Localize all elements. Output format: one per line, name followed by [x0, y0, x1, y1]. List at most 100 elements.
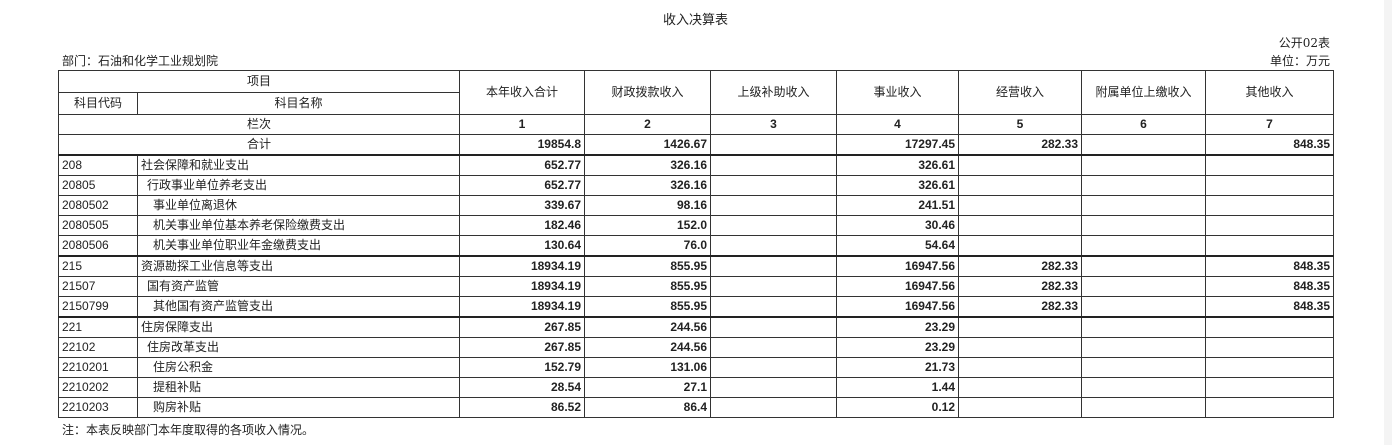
cell-value [710, 296, 838, 318]
cell-value [1081, 276, 1207, 297]
cell-value [1205, 397, 1335, 418]
table-row: 215 资源勘探工业信息等支出 18934.19 855.95 16947.56 282.… [58, 255, 1335, 277]
cell-value [1205, 377, 1335, 398]
cell-value: 1.44 [836, 377, 960, 398]
column-number: 5 [958, 114, 1083, 135]
cell-value: 18934.19 [459, 276, 586, 297]
total-value: 19854.8 [459, 134, 586, 156]
subject-name: 社会保障和就业支出 [136, 154, 461, 176]
column-index-label: 栏次 [57, 114, 461, 135]
total-value: 1426.67 [584, 134, 712, 156]
table-row: 22102 住房改革支出 267.85 244.56 23.29 [58, 337, 1335, 358]
cell-value [1081, 377, 1207, 398]
subject-code: 2210201 [58, 357, 138, 378]
cell-value: 130.64 [459, 235, 586, 257]
column-header: 本年收入合计 [459, 70, 586, 115]
cell-value [958, 215, 1083, 236]
cell-value: 27.1 [584, 377, 712, 398]
cell-value [1081, 316, 1207, 338]
cell-value: 18934.19 [459, 296, 586, 318]
subject-name: 其他国有资产监管支出 [136, 296, 461, 318]
cell-value [1205, 316, 1335, 338]
subject-name: 行政事业单位养老支出 [136, 175, 461, 196]
cell-value: 98.16 [584, 195, 712, 216]
subject-code: 221 [58, 316, 138, 338]
column-number: 1 [459, 114, 586, 135]
cell-value [1081, 296, 1207, 318]
column-number: 7 [1205, 114, 1335, 135]
table-row: 221 住房保障支出 267.85 244.56 23.29 [58, 316, 1335, 338]
cell-value: 86.52 [459, 397, 586, 418]
cell-value: 54.64 [836, 235, 960, 257]
cell-value [958, 154, 1083, 176]
cell-value [1081, 175, 1207, 196]
cell-value: 244.56 [584, 337, 712, 358]
cell-value [1081, 255, 1207, 277]
cell-value [710, 316, 838, 338]
subject-name: 资源勘探工业信息等支出 [136, 255, 461, 277]
cell-value: 267.85 [459, 316, 586, 338]
cell-value [710, 337, 838, 358]
table-row: 2080505 机关事业单位基本养老保险缴费支出 182.46 152.0 30.46 [58, 215, 1335, 236]
subject-code: 22102 [58, 337, 138, 358]
cell-value [710, 175, 838, 196]
cell-value [710, 154, 838, 176]
subject-name-header: 科目名称 [136, 92, 461, 115]
subject-name: 机关事业单位职业年金缴费支出 [136, 235, 461, 257]
subject-name: 提租补贴 [136, 377, 461, 398]
subject-code: 2210203 [58, 397, 138, 418]
cell-value: 848.35 [1205, 276, 1335, 297]
subject-code: 2210202 [58, 377, 138, 398]
total-value [710, 134, 838, 156]
subject-name: 住房公积金 [136, 357, 461, 378]
cell-value: 23.29 [836, 337, 960, 358]
table-row: 2080506 机关事业单位职业年金缴费支出 130.64 76.0 54.64 [58, 235, 1335, 257]
cell-value [710, 195, 838, 216]
subject-name: 机关事业单位基本养老保险缴费支出 [136, 215, 461, 236]
table-row: 208 社会保障和就业支出 652.77 326.16 326.61 [58, 154, 1335, 176]
cell-value: 855.95 [584, 276, 712, 297]
cell-value [958, 195, 1083, 216]
cell-value: 16947.56 [836, 296, 960, 318]
cell-value: 652.77 [459, 154, 586, 176]
cell-value [958, 377, 1083, 398]
column-header: 附属单位上缴收入 [1081, 70, 1207, 115]
cell-value [1081, 215, 1207, 236]
subject-code: 20805 [58, 175, 138, 196]
cell-value [1081, 397, 1207, 418]
total-value [1081, 134, 1207, 156]
cell-value [1081, 337, 1207, 358]
subject-code: 2080505 [58, 215, 138, 236]
cell-value: 339.67 [459, 195, 586, 216]
cell-value: 326.16 [584, 175, 712, 196]
table-row: 20805 行政事业单位养老支出 652.77 326.16 326.61 [58, 175, 1335, 196]
column-number: 3 [710, 114, 838, 135]
cell-value: 152.0 [584, 215, 712, 236]
scrollbar[interactable] [1384, 0, 1392, 445]
cell-value [958, 175, 1083, 196]
cell-value [1205, 175, 1335, 196]
cell-value [1081, 195, 1207, 216]
footnote: 注：本表反映部门本年度取得的各项收入情况。 [62, 423, 315, 437]
subject-code: 2150799 [58, 296, 138, 318]
cell-value: 244.56 [584, 316, 712, 338]
cell-value [958, 337, 1083, 358]
cell-value: 326.16 [584, 154, 712, 176]
table-row: 2210203 购房补贴 86.52 86.4 0.12 [58, 397, 1335, 418]
cell-value [1205, 154, 1335, 176]
cell-value: 848.35 [1205, 255, 1335, 277]
cell-value [710, 235, 838, 257]
cell-value: 182.46 [459, 215, 586, 236]
cell-value: 326.61 [836, 175, 960, 196]
cell-value: 18934.19 [459, 255, 586, 277]
total-value: 848.35 [1205, 134, 1335, 156]
cell-value: 16947.56 [836, 276, 960, 297]
cell-value [958, 316, 1083, 338]
cell-value: 152.79 [459, 357, 586, 378]
department-label: 部门：石油和化学工业规划院 [62, 54, 219, 68]
cell-value: 282.33 [958, 255, 1083, 277]
table-row: 2080502 事业单位离退休 339.67 98.16 241.51 [58, 195, 1335, 216]
cell-value [958, 397, 1083, 418]
cell-value: 16947.56 [836, 255, 960, 277]
